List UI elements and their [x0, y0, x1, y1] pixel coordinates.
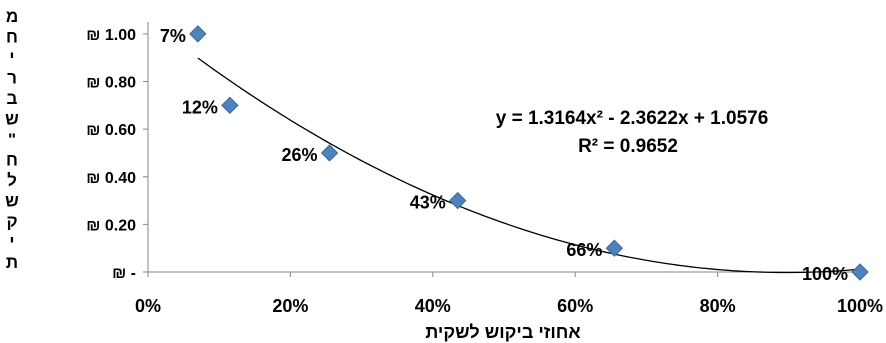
data-point [449, 191, 467, 210]
y-tick-label: ₪ - [112, 265, 136, 282]
y-axis-ticks: ₪ - ₪ 0.20 ₪ 0.40 ₪ 0.60 ₪ 0.80 ₪ 1.00 [86, 27, 148, 282]
y-axis-label-char: ח [6, 151, 18, 170]
data-label: 100% [802, 264, 848, 284]
data-label: 43% [410, 193, 446, 213]
y-tick-label: ₪ 0.60 [86, 122, 136, 139]
x-tick-label: 60% [557, 296, 593, 316]
y-axis-label-char: ל [7, 171, 17, 190]
x-tick-label: 20% [272, 296, 308, 316]
x-tick-label: 80% [700, 296, 736, 316]
x-axis-label: אחוזי ביקוש לשקית [425, 322, 580, 342]
data-point [605, 239, 624, 257]
x-tick-label: 0% [135, 296, 161, 316]
data-labels: 7% 12% 26% 43% 66% 100% [160, 26, 848, 284]
x-tick-label: 100% [837, 296, 883, 316]
data-point [221, 96, 239, 115]
y-tick-label: ₪ 0.20 [86, 217, 136, 234]
x-axis-ticks: 0% 20% 40% 60% 80% 100% [135, 272, 883, 316]
trendline [197, 57, 861, 274]
data-point [189, 25, 207, 43]
y-axis-label-char: " [8, 130, 16, 149]
data-point [851, 263, 869, 281]
y-tick-label: ₪ 0.80 [86, 75, 136, 92]
y-axis-label-char: מ [6, 7, 18, 26]
y-axis-label-char: ש [5, 192, 19, 211]
trendline-equation: y = 1.3164x² - 2.3622x + 1.0576 [496, 108, 769, 129]
data-label: 26% [282, 145, 318, 165]
y-axis-label-char: ח [6, 28, 18, 47]
y-axis-label-char: ב [7, 89, 18, 108]
trendline-r2: R² = 0.9652 [578, 136, 678, 157]
data-label: 66% [566, 240, 602, 260]
y-axis-label-char: י [9, 233, 14, 252]
y-tick-label: ₪ 1.00 [86, 27, 136, 44]
y-axis-label-char: ש [5, 110, 19, 129]
data-point [320, 144, 339, 162]
x-tick-label: 40% [415, 296, 451, 316]
y-axis-label-char: ק [6, 212, 17, 231]
y-axis-label-char: י [9, 48, 14, 67]
data-label: 12% [182, 97, 218, 117]
data-points [189, 25, 869, 281]
y-axis-label-char: ר [7, 69, 17, 88]
y-tick-label: ₪ 0.40 [86, 170, 136, 187]
data-label: 7% [160, 26, 186, 46]
y-axis-label-char: ת [6, 253, 18, 272]
